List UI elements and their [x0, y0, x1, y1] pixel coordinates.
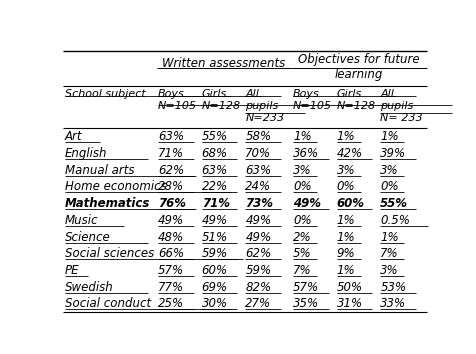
- Text: 49%: 49%: [202, 214, 228, 227]
- Text: 1%: 1%: [380, 230, 399, 244]
- Text: Music: Music: [65, 214, 98, 227]
- Text: 77%: 77%: [158, 281, 184, 294]
- Text: 28%: 28%: [158, 181, 184, 193]
- Text: 25%: 25%: [158, 297, 184, 310]
- Text: 2%: 2%: [293, 230, 312, 244]
- Text: Swedish: Swedish: [65, 281, 113, 294]
- Text: 24%: 24%: [245, 181, 271, 193]
- Text: Written assessments: Written assessments: [162, 57, 286, 70]
- Text: 3%: 3%: [380, 164, 399, 177]
- Text: PE: PE: [65, 264, 79, 277]
- Text: 53%: 53%: [380, 281, 407, 294]
- Text: 5%: 5%: [293, 247, 312, 260]
- Text: Boys
N=105: Boys N=105: [158, 89, 197, 111]
- Text: 30%: 30%: [202, 297, 228, 310]
- Text: Manual arts: Manual arts: [65, 164, 134, 177]
- Text: 70%: 70%: [245, 147, 271, 160]
- Text: 36%: 36%: [293, 147, 319, 160]
- Text: 1%: 1%: [380, 130, 399, 143]
- Text: 48%: 48%: [158, 230, 184, 244]
- Text: 82%: 82%: [245, 281, 271, 294]
- Text: 33%: 33%: [380, 297, 407, 310]
- Text: 3%: 3%: [337, 164, 355, 177]
- Text: 62%: 62%: [158, 164, 184, 177]
- Text: 22%: 22%: [202, 181, 228, 193]
- Text: 0.5%: 0.5%: [380, 214, 410, 227]
- Text: 27%: 27%: [245, 297, 271, 310]
- Text: Social sciences: Social sciences: [65, 247, 154, 260]
- Text: 42%: 42%: [337, 147, 363, 160]
- Text: 0%: 0%: [293, 214, 312, 227]
- Text: 59%: 59%: [202, 247, 228, 260]
- Text: 68%: 68%: [202, 147, 228, 160]
- Text: 39%: 39%: [380, 147, 407, 160]
- Text: 69%: 69%: [202, 281, 228, 294]
- Text: 58%: 58%: [245, 130, 271, 143]
- Text: 3%: 3%: [380, 264, 399, 277]
- Text: 63%: 63%: [245, 164, 271, 177]
- Text: 62%: 62%: [245, 247, 271, 260]
- Text: 49%: 49%: [293, 197, 321, 210]
- Text: 35%: 35%: [293, 297, 319, 310]
- Text: 0%: 0%: [380, 181, 399, 193]
- Text: Boys
N=105: Boys N=105: [293, 89, 332, 111]
- Text: 55%: 55%: [202, 130, 228, 143]
- Text: Girls
N=128: Girls N=128: [202, 89, 241, 111]
- Text: 31%: 31%: [337, 297, 363, 310]
- Text: 1%: 1%: [337, 264, 355, 277]
- Text: 0%: 0%: [337, 181, 355, 193]
- Text: All
pupils
N=233: All pupils N=233: [245, 89, 285, 122]
- Text: 0%: 0%: [293, 181, 312, 193]
- Text: 1%: 1%: [337, 214, 355, 227]
- Text: 63%: 63%: [158, 130, 184, 143]
- Text: 57%: 57%: [293, 281, 319, 294]
- Text: Science: Science: [65, 230, 110, 244]
- Text: 3%: 3%: [293, 164, 312, 177]
- Text: 49%: 49%: [245, 214, 271, 227]
- Text: 1%: 1%: [337, 230, 355, 244]
- Text: Art: Art: [65, 130, 82, 143]
- Text: 73%: 73%: [245, 197, 273, 210]
- Text: All
pupils
N= 233: All pupils N= 233: [380, 89, 423, 122]
- Text: 9%: 9%: [337, 247, 355, 260]
- Text: Social conduct: Social conduct: [65, 297, 151, 310]
- Text: 49%: 49%: [245, 230, 271, 244]
- Text: 1%: 1%: [337, 130, 355, 143]
- Text: Objectives for future
learning: Objectives for future learning: [298, 53, 420, 81]
- Text: Home economics: Home economics: [65, 181, 167, 193]
- Text: School subject: School subject: [65, 89, 145, 99]
- Text: 50%: 50%: [337, 281, 363, 294]
- Text: 59%: 59%: [245, 264, 271, 277]
- Text: Mathematics: Mathematics: [65, 197, 150, 210]
- Text: Girls
N=128: Girls N=128: [337, 89, 376, 111]
- Text: 7%: 7%: [380, 247, 399, 260]
- Text: 7%: 7%: [293, 264, 312, 277]
- Text: 55%: 55%: [380, 197, 408, 210]
- Text: 60%: 60%: [202, 264, 228, 277]
- Text: 1%: 1%: [293, 130, 312, 143]
- Text: 66%: 66%: [158, 247, 184, 260]
- Text: English: English: [65, 147, 107, 160]
- Text: 71%: 71%: [158, 147, 184, 160]
- Text: 71%: 71%: [202, 197, 230, 210]
- Text: 51%: 51%: [202, 230, 228, 244]
- Text: 49%: 49%: [158, 214, 184, 227]
- Text: 63%: 63%: [202, 164, 228, 177]
- Text: 76%: 76%: [158, 197, 186, 210]
- Text: 60%: 60%: [337, 197, 365, 210]
- Text: 57%: 57%: [158, 264, 184, 277]
